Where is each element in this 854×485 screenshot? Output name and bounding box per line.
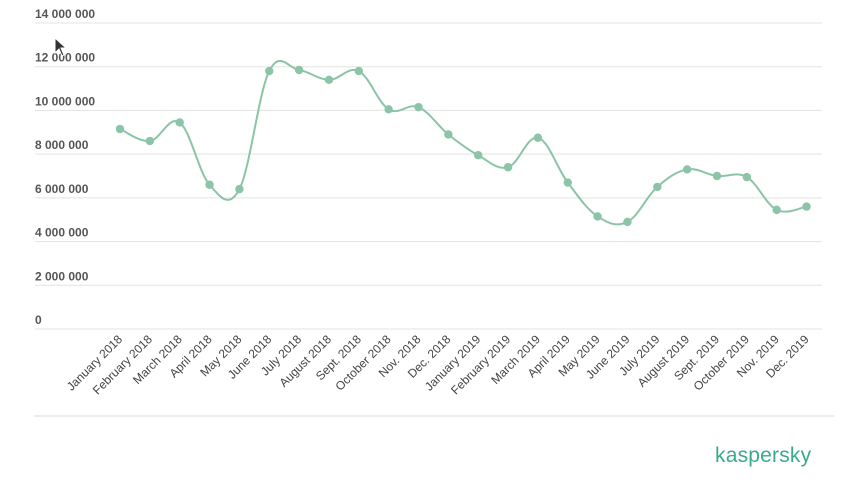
data-point[interactable] xyxy=(235,184,244,194)
mouse-cursor-icon xyxy=(54,37,68,57)
data-point[interactable] xyxy=(682,165,692,174)
data-points xyxy=(115,65,811,227)
y-tick-label: 12 000 000 xyxy=(35,51,95,65)
data-point[interactable] xyxy=(444,130,453,139)
kaspersky-logo: kaspersky xyxy=(715,444,812,467)
data-point[interactable] xyxy=(563,178,572,187)
data-point[interactable] xyxy=(414,102,423,112)
data-point[interactable] xyxy=(265,66,274,76)
data-point[interactable] xyxy=(772,205,781,215)
y-axis: 0 2 000 000 4 000 000 6 000 000 8 000 000 10 … xyxy=(35,7,95,327)
data-point[interactable] xyxy=(294,65,304,75)
data-point[interactable] xyxy=(712,171,722,181)
y-tick-label: 2 000 000 xyxy=(35,269,89,283)
data-point[interactable] xyxy=(115,124,125,134)
grid-lines xyxy=(35,22,822,330)
y-tick-label: 8 000 000 xyxy=(35,138,89,152)
data-point[interactable] xyxy=(802,202,811,211)
y-tick-label: 0 xyxy=(35,313,42,327)
data-point[interactable] xyxy=(503,163,513,172)
series-line xyxy=(119,59,807,226)
data-point[interactable] xyxy=(742,172,752,182)
data-point[interactable] xyxy=(593,212,602,221)
data-point[interactable] xyxy=(354,66,363,76)
data-point[interactable] xyxy=(474,151,483,160)
data-point[interactable] xyxy=(533,133,543,142)
y-tick-label: 14 000 000 xyxy=(35,7,95,21)
y-tick-label: 4 000 000 xyxy=(35,226,89,240)
data-point[interactable] xyxy=(145,136,155,146)
data-point[interactable] xyxy=(623,217,632,227)
y-tick-label: 6 000 000 xyxy=(35,182,89,196)
data-point[interactable] xyxy=(324,75,334,85)
data-point[interactable] xyxy=(653,182,662,192)
y-tick-label: 10 000 000 xyxy=(35,94,95,108)
data-point[interactable] xyxy=(175,118,184,127)
data-point[interactable] xyxy=(384,105,393,114)
data-point[interactable] xyxy=(205,180,214,189)
